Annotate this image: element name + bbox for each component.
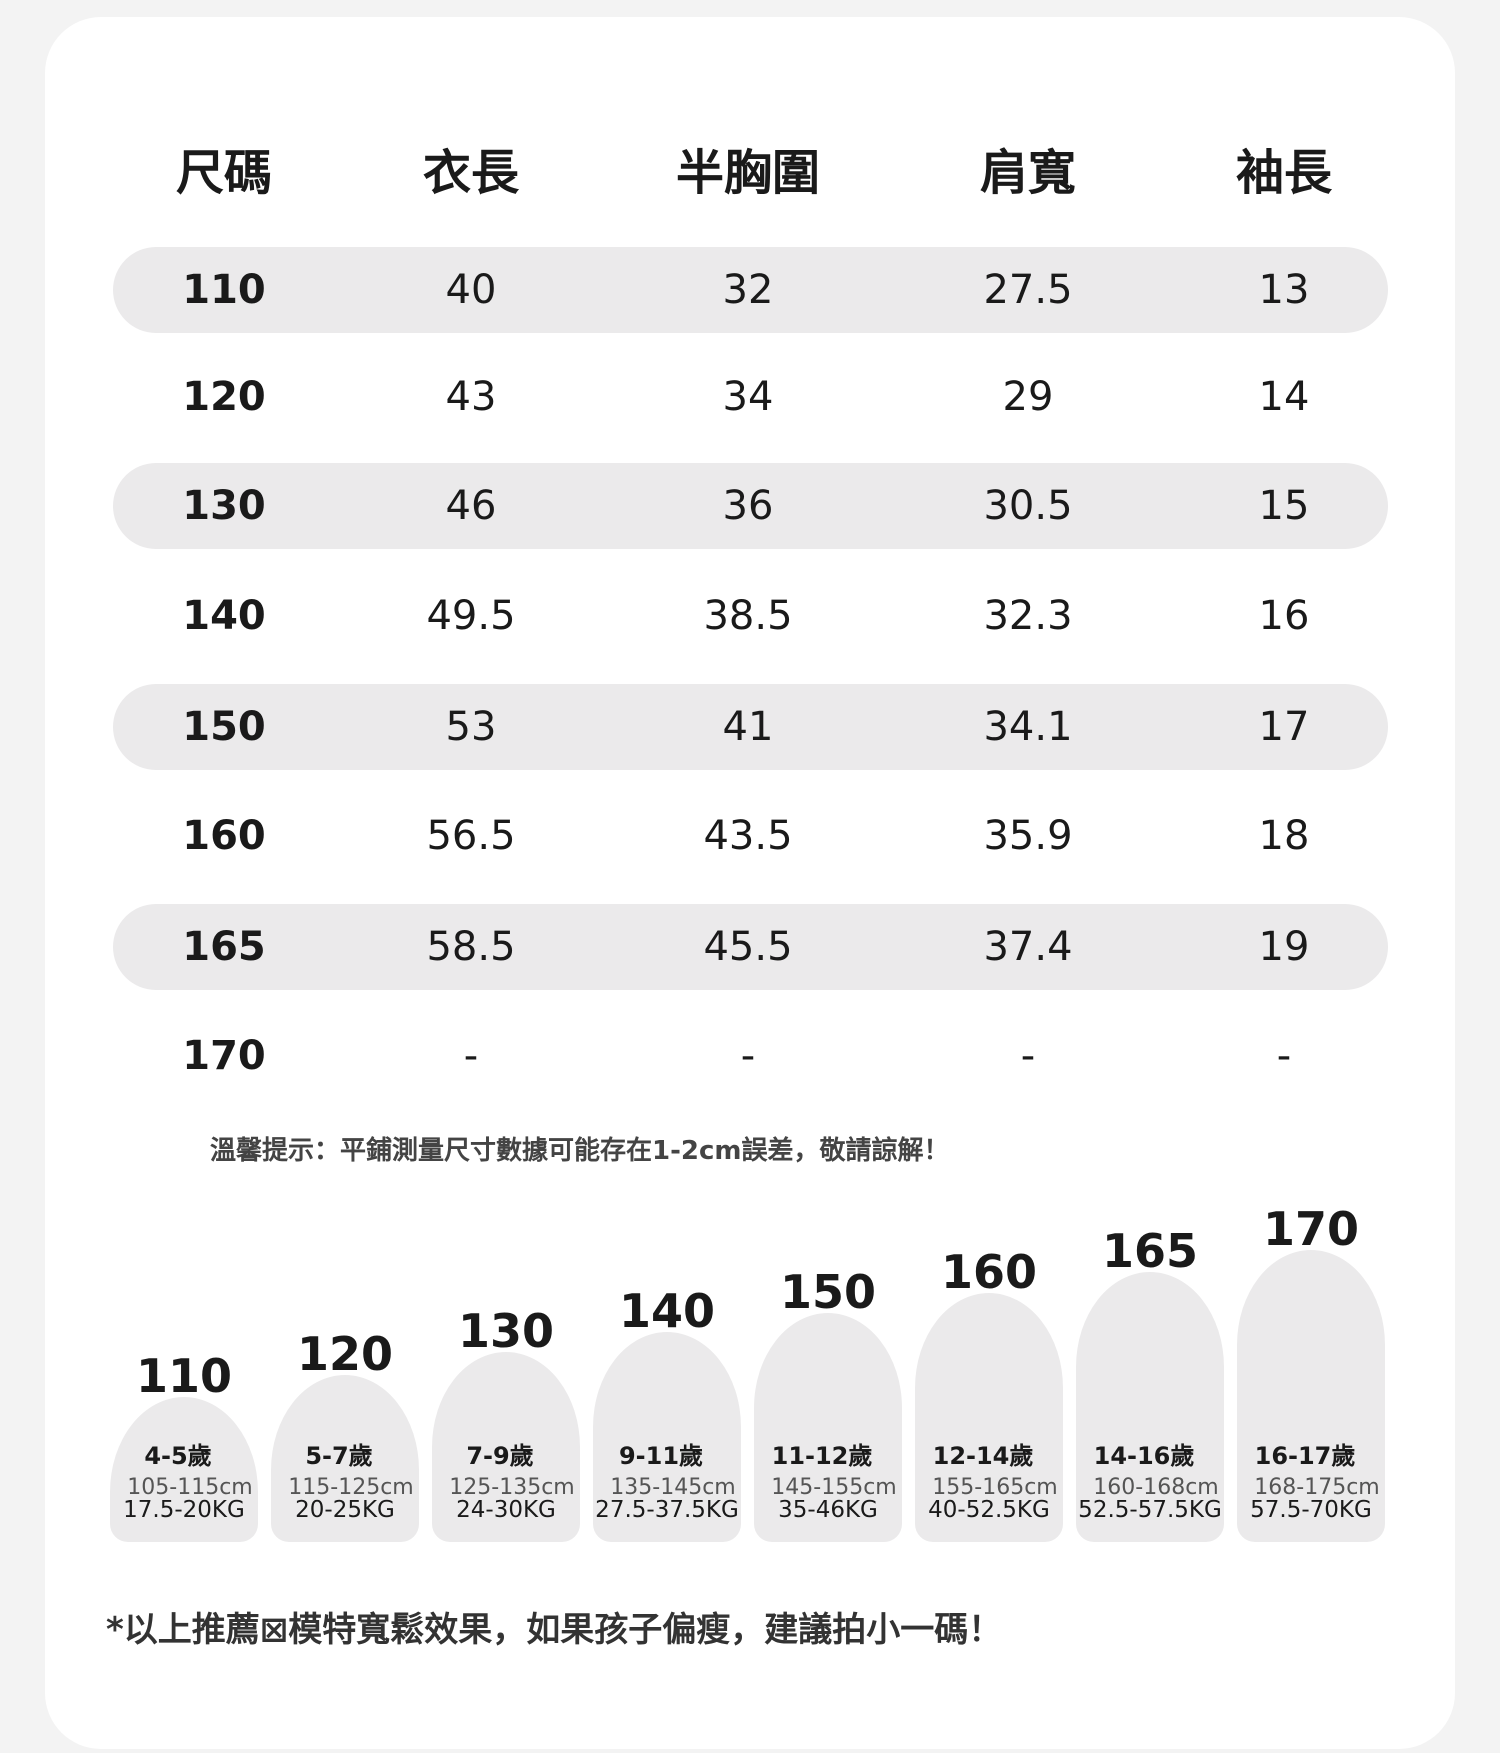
table-cell: 15 <box>1258 483 1310 529</box>
column-header: 衣長 <box>422 145 520 201</box>
weight-range: 24-30KG <box>456 1497 556 1523</box>
weight-range: 52.5-57.5KG <box>1078 1497 1222 1523</box>
table-cell: 30.5 <box>983 483 1073 529</box>
table-cell: 150 <box>182 704 266 750</box>
weight-range: 20-25KG <box>295 1497 395 1523</box>
height-range: 155-165cm <box>932 1475 1058 1500</box>
table-cell: 160 <box>182 813 266 859</box>
row-highlight <box>113 684 1388 770</box>
weight-range: 27.5-37.5KG <box>595 1497 739 1523</box>
table-cell: 19 <box>1258 924 1310 970</box>
age-range: 5-7歲 <box>305 1442 373 1470</box>
size-arch <box>110 1397 258 1542</box>
table-cell: 53 <box>445 704 497 750</box>
arch-size-label: 120 <box>296 1327 394 1381</box>
weight-range: 35-46KG <box>778 1497 878 1523</box>
column-header: 尺碼 <box>175 145 273 201</box>
table-cell: 27.5 <box>983 267 1073 313</box>
age-range: 16-17歲 <box>1254 1442 1356 1470</box>
size-arch <box>432 1352 580 1542</box>
weight-range: 17.5-20KG <box>123 1497 245 1523</box>
row-highlight <box>113 904 1388 990</box>
table-cell: 165 <box>182 924 266 970</box>
table-cell: 58.5 <box>426 924 516 970</box>
age-range: 12-14歲 <box>932 1442 1034 1470</box>
size-arch <box>1237 1250 1385 1542</box>
arch-size-label: 170 <box>1262 1202 1360 1256</box>
arch-size-label: 140 <box>618 1284 716 1338</box>
recommendation-note: *以上推薦⊠模特寬鬆效果，如果孩子偏瘦，建議拍小一碼！ <box>106 1610 1003 1650</box>
table-cell: - <box>463 1033 479 1079</box>
arch-size-label: 150 <box>779 1265 877 1319</box>
arch-size-label: 160 <box>940 1245 1038 1299</box>
table-cell: 120 <box>182 374 266 420</box>
table-cell: 14 <box>1258 374 1310 420</box>
table-cell: 34 <box>722 374 774 420</box>
row-highlight <box>113 247 1388 333</box>
height-range: 115-125cm <box>288 1475 414 1500</box>
table-cell: 36 <box>722 483 774 529</box>
table-cell: 170 <box>182 1033 266 1079</box>
height-range: 135-145cm <box>610 1475 736 1500</box>
age-range: 9-11歲 <box>618 1442 704 1470</box>
table-cell: 34.1 <box>983 704 1073 750</box>
age-range: 4-5歲 <box>144 1442 212 1470</box>
arch-size-label: 110 <box>135 1349 233 1403</box>
table-cell: - <box>740 1033 756 1079</box>
table-cell: 38.5 <box>703 593 793 639</box>
table-cell: 56.5 <box>426 813 516 859</box>
height-range: 105-115cm <box>127 1475 253 1500</box>
table-cell: 43 <box>445 374 497 420</box>
table-cell: 41 <box>722 704 774 750</box>
size-arch <box>754 1313 902 1542</box>
table-cell: 140 <box>182 593 266 639</box>
height-range: 168-175cm <box>1254 1475 1380 1500</box>
table-cell: - <box>1276 1033 1292 1079</box>
height-range: 145-155cm <box>771 1475 897 1500</box>
age-range: 7-9歲 <box>466 1442 534 1470</box>
size-arch <box>1076 1272 1224 1542</box>
table-cell: 43.5 <box>703 813 793 859</box>
table-cell: 32.3 <box>983 593 1073 639</box>
row-highlight <box>113 463 1388 549</box>
table-cell: 13 <box>1258 267 1310 313</box>
table-cell: 45.5 <box>703 924 793 970</box>
table-cell: 130 <box>182 483 266 529</box>
weight-range: 40-52.5KG <box>928 1497 1050 1523</box>
column-header: 半胸圍 <box>675 145 821 201</box>
table-cell: 40 <box>445 267 497 313</box>
age-range: 14-16歲 <box>1093 1442 1195 1470</box>
size-arch <box>271 1375 419 1542</box>
table-cell: 46 <box>445 483 497 529</box>
size-arch <box>915 1293 1063 1542</box>
height-range: 160-168cm <box>1093 1475 1219 1500</box>
weight-range: 57.5-70KG <box>1250 1497 1372 1523</box>
table-cell: - <box>1020 1033 1036 1079</box>
table-cell: 32 <box>722 267 774 313</box>
table-cell: 29 <box>1002 374 1054 420</box>
table-cell: 16 <box>1258 593 1310 639</box>
size-arch <box>593 1332 741 1542</box>
table-cell: 110 <box>182 267 266 313</box>
arch-size-label: 165 <box>1101 1224 1199 1278</box>
age-range: 11-12歲 <box>771 1442 873 1470</box>
column-header: 肩寬 <box>979 145 1077 201</box>
column-header: 袖長 <box>1235 145 1333 201</box>
table-cell: 18 <box>1258 813 1310 859</box>
table-cell: 35.9 <box>983 813 1073 859</box>
height-range: 125-135cm <box>449 1475 575 1500</box>
measurement-tip: 溫馨提示：平鋪測量尺寸數據可能存在1-2cm誤差，敬請諒解！ <box>210 1136 950 1166</box>
table-cell: 17 <box>1258 704 1310 750</box>
arch-size-label: 130 <box>457 1304 555 1358</box>
table-cell: 49.5 <box>426 593 516 639</box>
table-cell: 37.4 <box>983 924 1073 970</box>
